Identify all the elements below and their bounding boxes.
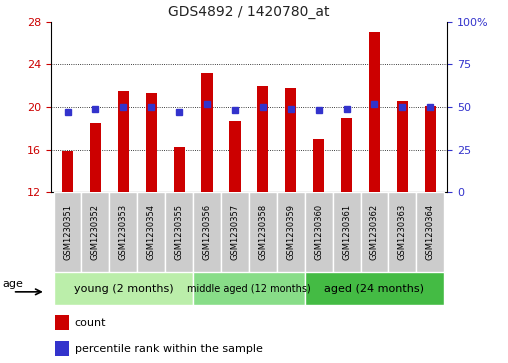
Bar — [53, 272, 193, 305]
Text: GSM1230359: GSM1230359 — [287, 204, 295, 260]
Bar — [333, 192, 361, 272]
Bar — [277, 192, 305, 272]
Bar — [55, 315, 69, 330]
Bar — [193, 272, 305, 305]
Text: middle aged (12 months): middle aged (12 months) — [187, 284, 311, 294]
Bar — [109, 192, 137, 272]
Bar — [174, 147, 185, 192]
Bar — [55, 341, 69, 356]
Text: GSM1230361: GSM1230361 — [342, 204, 351, 260]
Bar — [118, 91, 129, 192]
Text: GSM1230357: GSM1230357 — [231, 204, 239, 260]
Bar — [361, 192, 389, 272]
Bar — [425, 106, 436, 192]
Bar — [257, 86, 268, 192]
Bar — [193, 192, 221, 272]
Bar — [165, 192, 193, 272]
Text: GSM1230352: GSM1230352 — [91, 204, 100, 260]
Text: age: age — [3, 279, 23, 289]
Text: percentile rank within the sample: percentile rank within the sample — [75, 344, 263, 354]
Text: aged (24 months): aged (24 months) — [325, 284, 425, 294]
Text: GSM1230354: GSM1230354 — [147, 204, 156, 260]
Bar — [146, 93, 157, 192]
Text: GSM1230363: GSM1230363 — [398, 204, 407, 260]
Bar — [313, 139, 324, 192]
Bar — [305, 192, 333, 272]
Bar — [137, 192, 165, 272]
Title: GDS4892 / 1420780_at: GDS4892 / 1420780_at — [168, 5, 330, 19]
Bar — [90, 123, 101, 192]
Bar — [81, 192, 109, 272]
Text: GSM1230364: GSM1230364 — [426, 204, 435, 260]
Text: GSM1230355: GSM1230355 — [175, 204, 184, 260]
Bar — [417, 192, 444, 272]
Bar — [53, 192, 81, 272]
Text: GSM1230358: GSM1230358 — [259, 204, 267, 260]
Bar — [221, 192, 249, 272]
Bar — [341, 118, 352, 192]
Text: GSM1230353: GSM1230353 — [119, 204, 128, 260]
Bar — [249, 192, 277, 272]
Bar — [305, 272, 444, 305]
Text: GSM1230351: GSM1230351 — [63, 204, 72, 260]
Bar — [285, 88, 296, 192]
Text: young (2 months): young (2 months) — [74, 284, 173, 294]
Bar — [202, 73, 213, 192]
Bar — [230, 121, 241, 192]
Bar — [369, 32, 380, 192]
Bar — [389, 192, 417, 272]
Text: GSM1230360: GSM1230360 — [314, 204, 323, 260]
Text: count: count — [75, 318, 106, 328]
Bar — [397, 101, 408, 192]
Bar — [62, 151, 73, 192]
Text: GSM1230356: GSM1230356 — [203, 204, 211, 260]
Text: GSM1230362: GSM1230362 — [370, 204, 379, 260]
